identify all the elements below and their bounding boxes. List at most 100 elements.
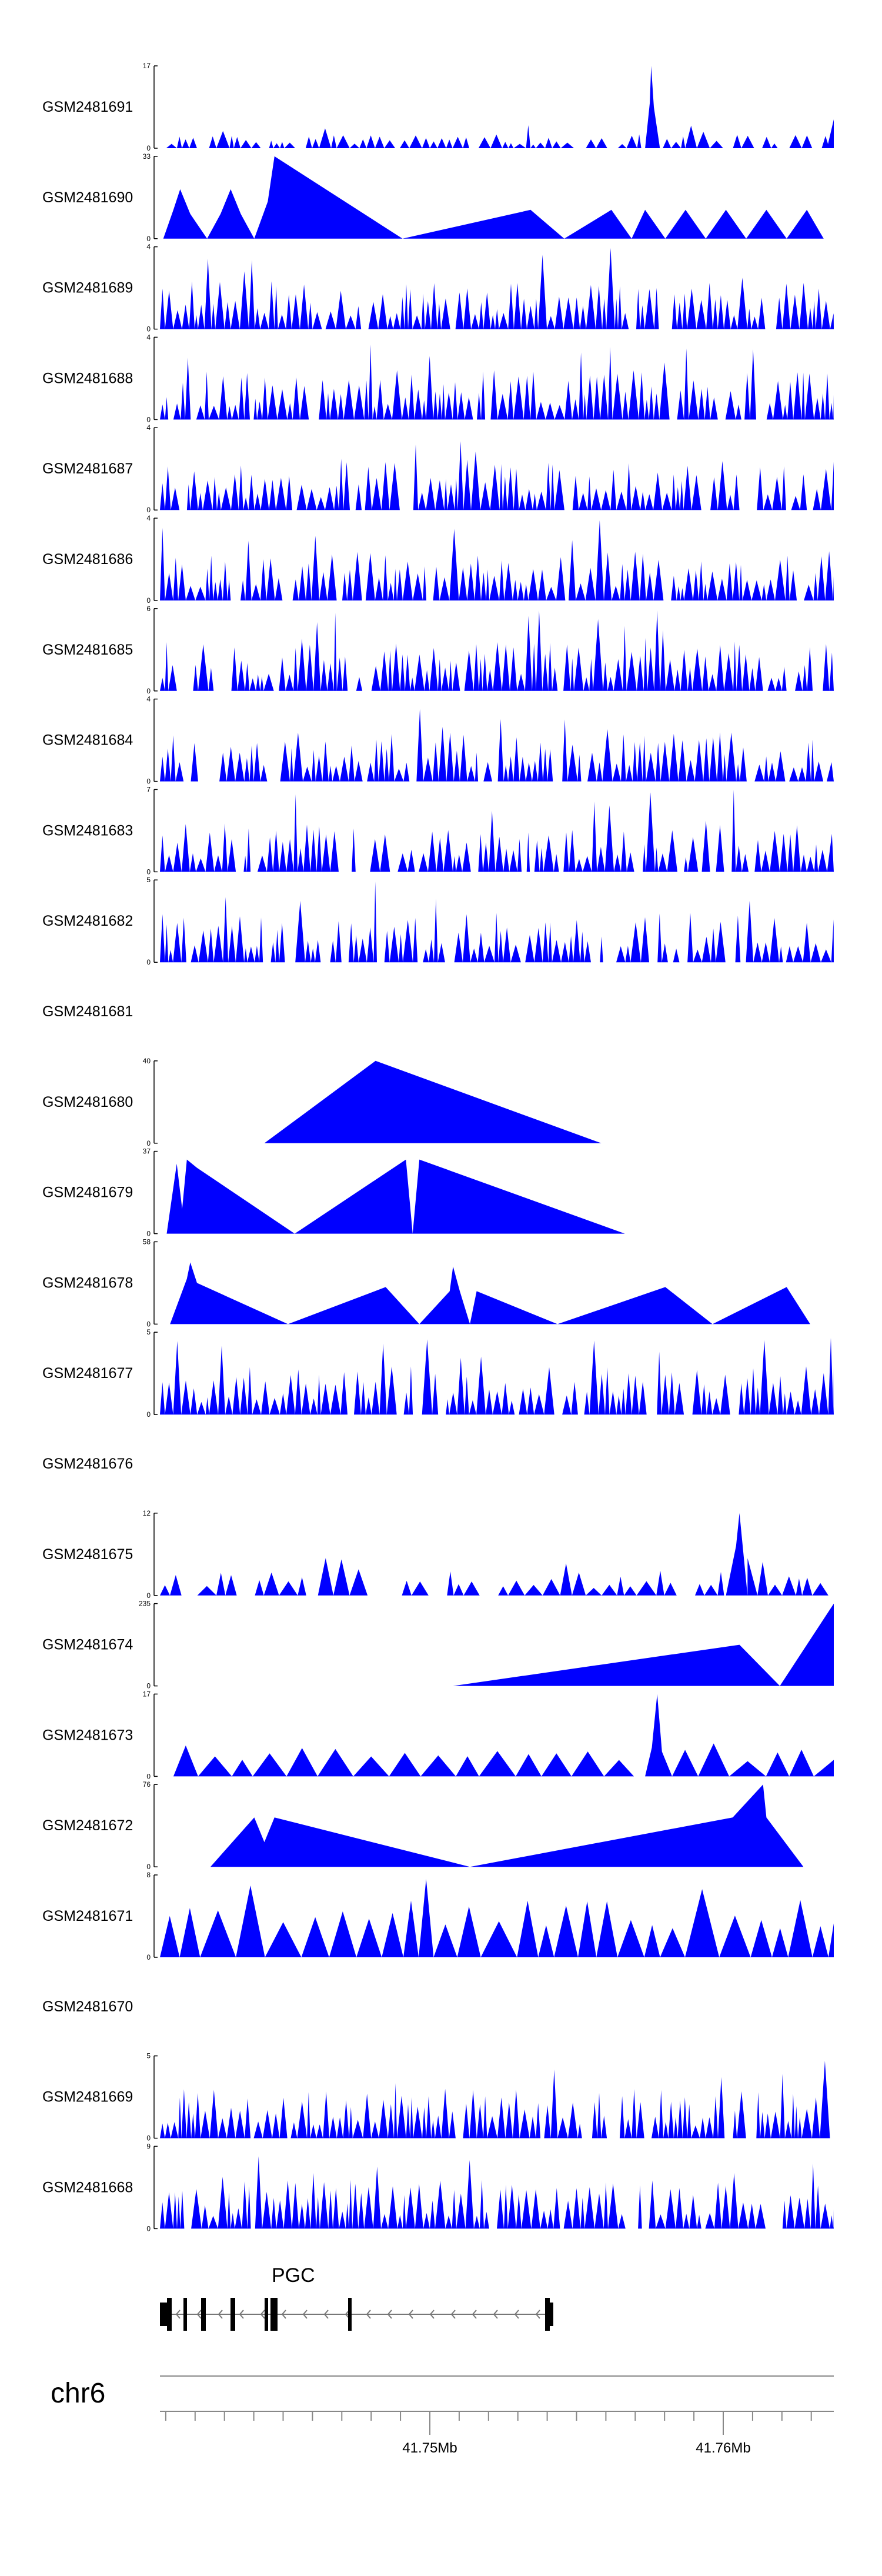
coverage-area [160, 789, 834, 872]
y-min-label: 0 [146, 1230, 151, 1238]
track-label: GSM2481684 [42, 732, 133, 749]
y-min-label: 0 [146, 596, 151, 605]
y-max-label: 58 [143, 1237, 151, 1246]
track-GSM2481683: GSM2481683 7 0 [42, 785, 834, 876]
track-label: GSM2481669 [42, 2089, 133, 2105]
strand-arrow [323, 2310, 329, 2319]
track-label: GSM2481688 [42, 370, 133, 386]
track-label: GSM2481670 [42, 1998, 133, 2015]
coverage-area [160, 2061, 834, 2138]
coverage-area [160, 344, 834, 420]
track-label: GSM2481683 [42, 822, 133, 839]
y-min-label: 0 [146, 778, 151, 786]
track-label: GSM2481685 [42, 642, 133, 658]
exon-block [270, 2298, 278, 2331]
track-GSM2481684: GSM2481684 4 0 [42, 695, 834, 786]
y-min-label: 0 [146, 325, 151, 333]
strand-arrow [218, 2310, 223, 2319]
y-min-label: 0 [146, 1139, 151, 1147]
coverage-area [160, 2156, 834, 2229]
y-min-label: 0 [146, 235, 151, 243]
coverage-area [160, 881, 834, 963]
track-label: GSM2481679 [42, 1184, 133, 1201]
strand-arrow [175, 2310, 181, 2319]
y-min-label: 0 [146, 1320, 151, 1328]
coverage-area [160, 1337, 834, 1415]
strand-arrow [450, 2310, 456, 2319]
y-max-label: 4 [146, 695, 151, 703]
strand-arrow [302, 2310, 308, 2319]
coverage-area [160, 66, 834, 148]
strand-arrow [535, 2310, 540, 2319]
axis-tick-label: 41.75Mb [402, 2440, 457, 2456]
y-min-label: 0 [146, 687, 151, 695]
gene-label: PGC [272, 2264, 315, 2287]
y-max-label: 76 [143, 1780, 151, 1788]
y-max-label: 17 [143, 1690, 151, 1698]
coverage-area [453, 1603, 834, 1686]
coverage-area [160, 709, 834, 782]
y-min-label: 0 [146, 1863, 151, 1871]
gene-model-pgc: PGC [160, 2264, 553, 2331]
track-label: GSM2481687 [42, 461, 133, 477]
y-max-label: 17 [143, 62, 151, 70]
coverage-area [210, 1784, 804, 1867]
track-label: GSM2481678 [42, 1274, 133, 1291]
coverage-area [173, 1694, 834, 1777]
track-label: GSM2481672 [42, 1817, 133, 1834]
track-label: GSM2481682 [42, 913, 133, 929]
y-max-label: 4 [146, 243, 151, 251]
strand-arrow [387, 2310, 392, 2319]
coverage-tracks: GSM2481691170GSM2481690330GSM248168940GS… [42, 62, 834, 2233]
y-min-label: 0 [146, 1682, 151, 1690]
track-GSM2481680: GSM2481680 40 0 [42, 1057, 602, 1147]
coverage-area [160, 248, 834, 329]
track-label: GSM2481676 [42, 1456, 133, 1472]
y-min-label: 0 [146, 415, 151, 423]
track-GSM2481676: GSM2481676 [42, 1456, 133, 1472]
strand-arrow [239, 2310, 244, 2319]
coverage-area [264, 1060, 602, 1143]
coverage-area [166, 1159, 625, 1234]
y-min-label: 0 [146, 867, 151, 876]
exon-block [348, 2298, 352, 2331]
y-max-label: 4 [146, 514, 151, 522]
track-label: GSM2481675 [42, 1546, 133, 1563]
y-min-label: 0 [146, 1953, 151, 1961]
exon-block [201, 2298, 206, 2331]
y-max-label: 6 [146, 605, 151, 613]
track-GSM2481682: GSM2481682 5 0 [42, 876, 834, 966]
track-label: GSM2481677 [42, 1365, 133, 1382]
coverage-area [160, 520, 834, 600]
track-label: GSM2481674 [42, 1637, 133, 1653]
strand-arrow [514, 2310, 519, 2319]
track-label: GSM2481686 [42, 551, 133, 568]
strand-arrow [408, 2310, 413, 2319]
track-label: GSM2481689 [42, 280, 133, 296]
track-label: GSM2481691 [42, 99, 133, 115]
y-min-label: 0 [146, 144, 151, 152]
axis-tick-label: 41.76Mb [696, 2440, 750, 2456]
y-max-label: 4 [146, 333, 151, 341]
track-GSM2481681: GSM2481681 [42, 1003, 133, 1020]
y-min-label: 0 [146, 506, 151, 514]
strand-arrow [260, 2310, 265, 2319]
y-min-label: 0 [146, 1410, 151, 1419]
y-max-label: 37 [143, 1147, 151, 1156]
y-min-label: 0 [146, 2134, 151, 2143]
y-max-label: 7 [146, 785, 151, 793]
y-max-label: 5 [146, 1328, 151, 1336]
track-GSM2481677: GSM2481677 5 0 [42, 1328, 834, 1419]
y-max-label: 40 [143, 1057, 151, 1065]
coverage-area [170, 1262, 810, 1324]
track-GSM2481679: GSM2481679 37 0 [42, 1147, 625, 1238]
coverage-area [160, 1878, 834, 1957]
exon-block [183, 2298, 187, 2331]
strand-arrow [281, 2310, 286, 2319]
strand-arrow [493, 2310, 498, 2319]
exon-block [550, 2303, 553, 2326]
track-GSM2481674: GSM2481674 235 0 [42, 1600, 834, 1690]
coverage-area [160, 1513, 834, 1596]
chromosome-label: chr6 [51, 2378, 105, 2409]
